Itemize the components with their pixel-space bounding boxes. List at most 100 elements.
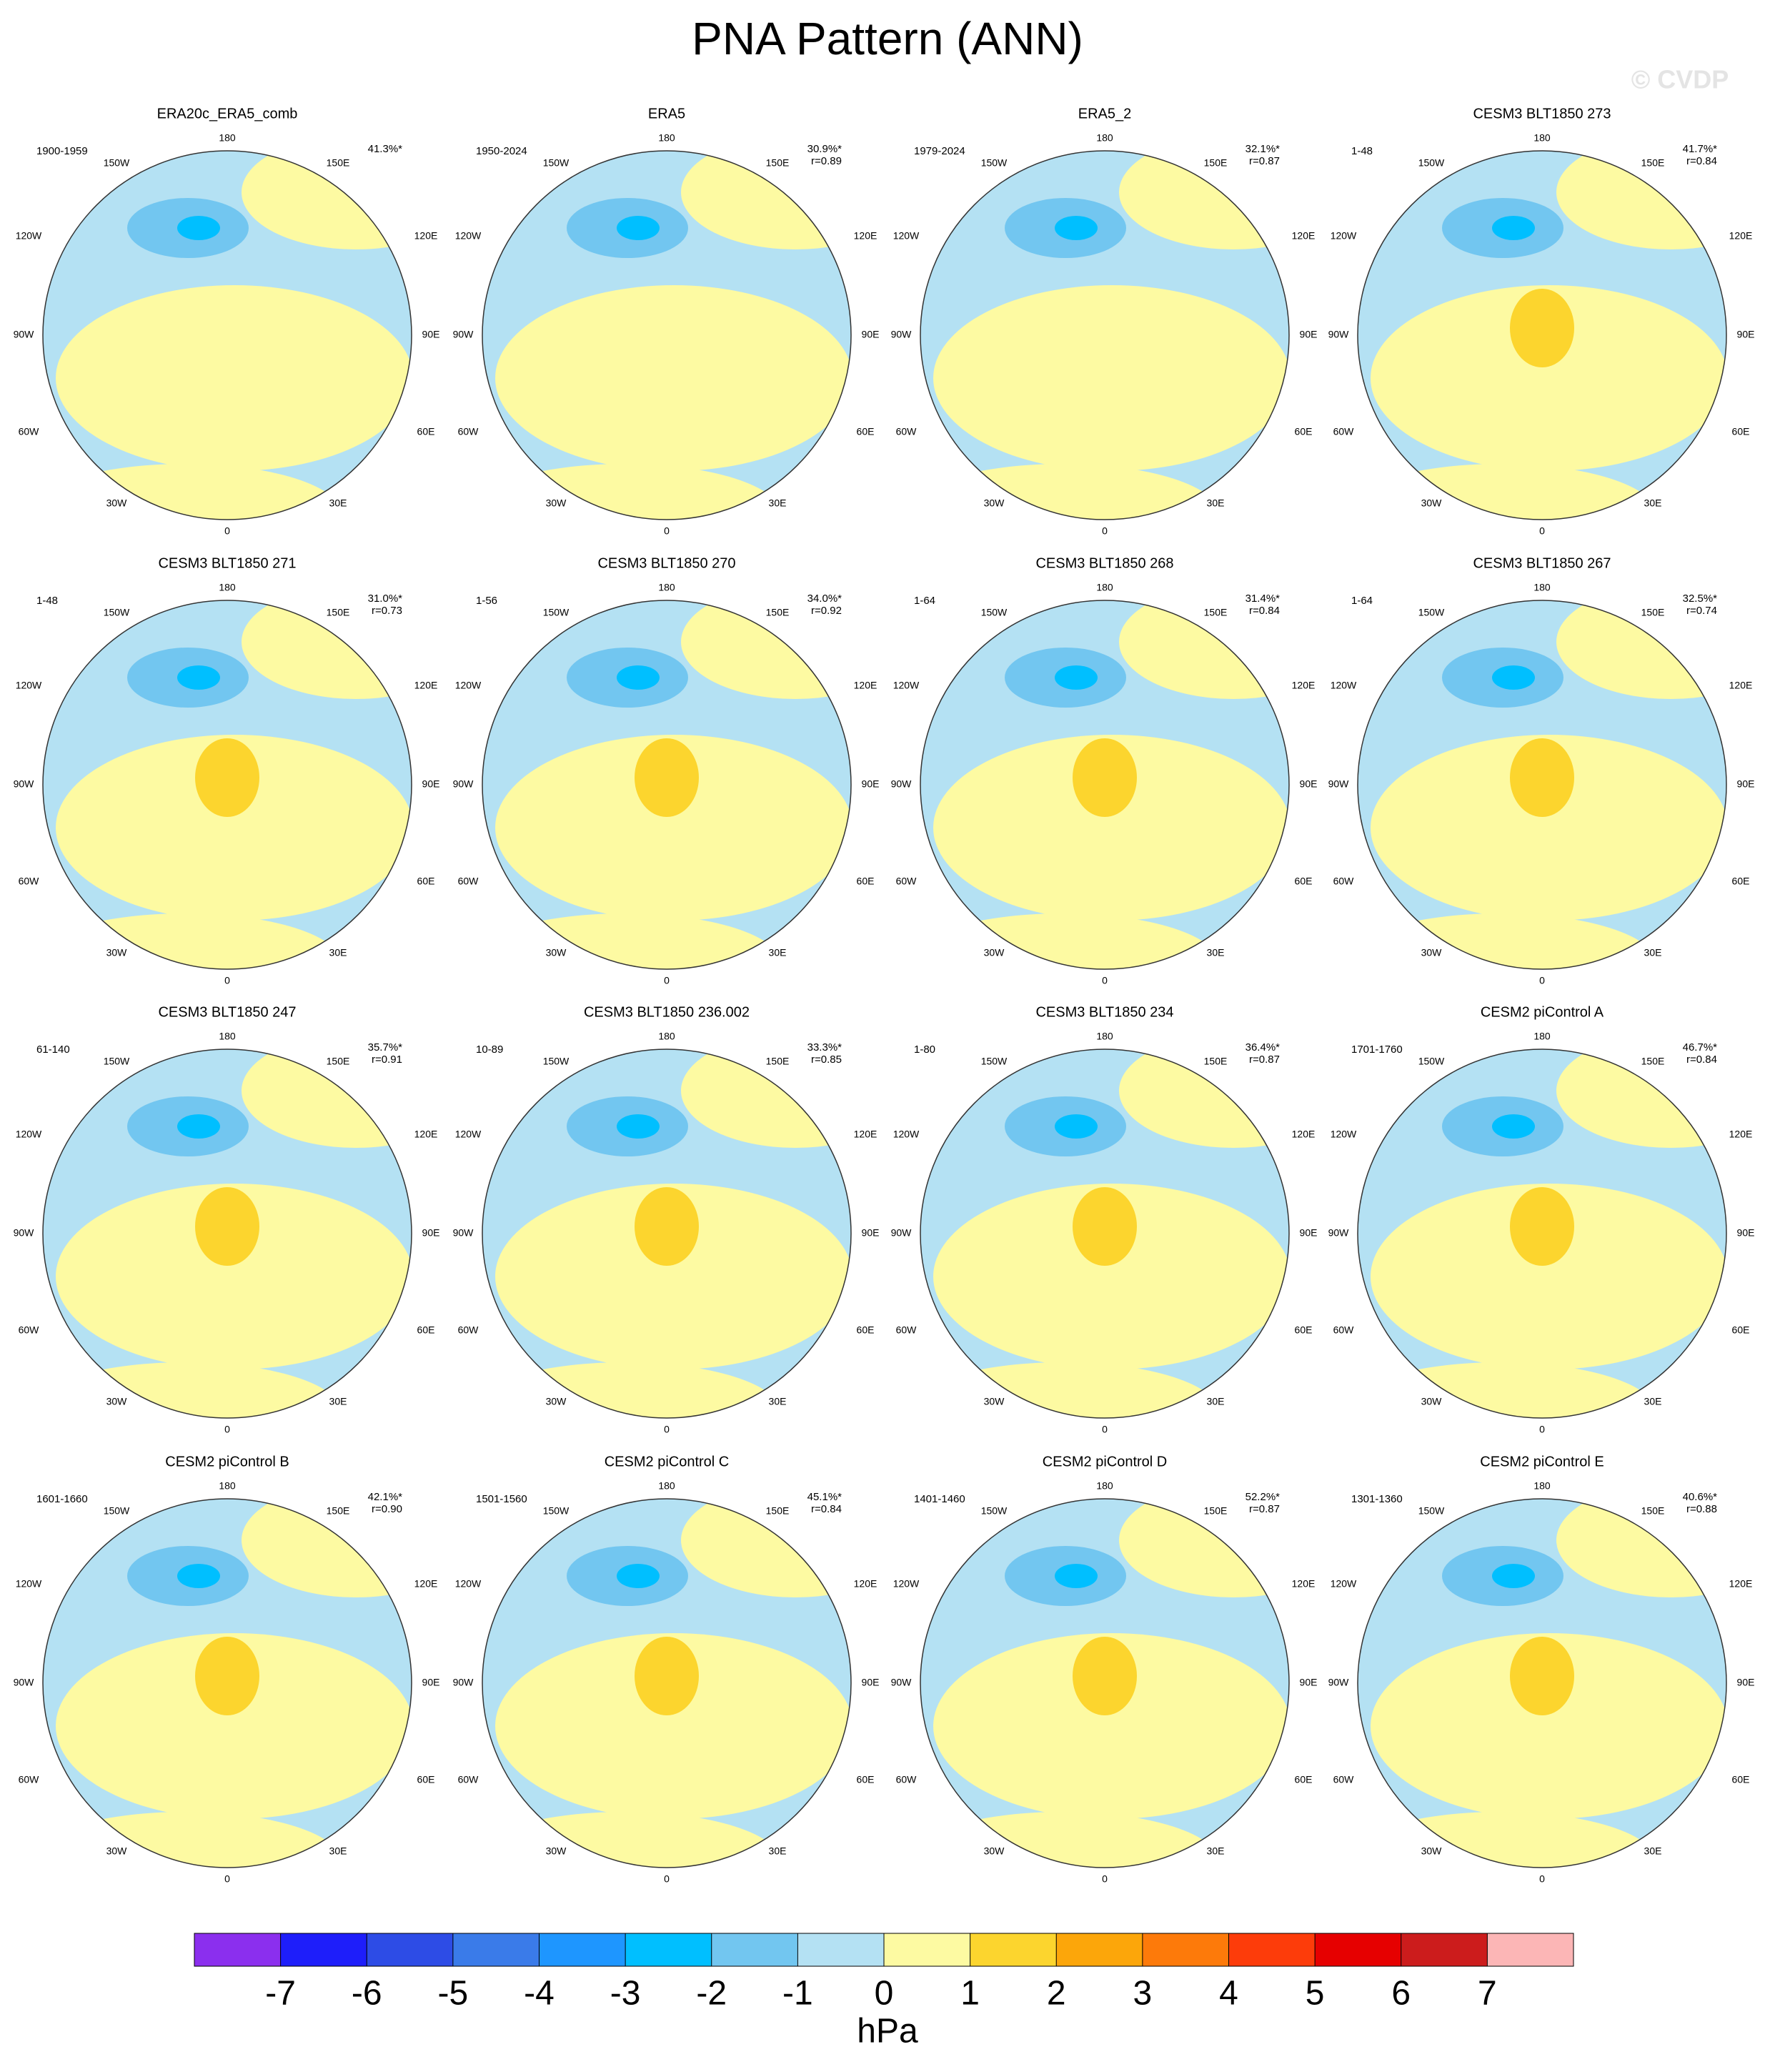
longitude-label: 30W <box>1421 497 1443 509</box>
positive-field <box>43 464 342 520</box>
longitude-label: 30E <box>1644 497 1662 509</box>
longitude-label: 150E <box>327 1505 350 1517</box>
longitude-label: 120E <box>1292 1129 1316 1140</box>
longitude-label: 120W <box>893 230 920 242</box>
positive-field <box>1358 1362 1656 1418</box>
longitude-label: 120E <box>1729 230 1753 242</box>
colorbar-box <box>1056 1933 1143 1966</box>
longitude-label: 60W <box>458 876 479 887</box>
longitude-label: 150W <box>104 607 130 618</box>
longitude-label: 0 <box>664 525 670 537</box>
longitude-label: 120W <box>16 1578 42 1590</box>
positive-core <box>1073 1637 1137 1715</box>
colorbar-label: 0 <box>875 1975 894 2013</box>
longitude-label: 120W <box>1331 1129 1357 1140</box>
positive-field <box>495 735 851 921</box>
longitude-label: 60E <box>1732 426 1750 437</box>
longitude-label: 120W <box>1331 680 1357 691</box>
longitude-label: 150E <box>1204 157 1228 169</box>
positive-field <box>482 1812 781 1868</box>
variance-pct: 33.3%* <box>807 1041 842 1054</box>
pattern-corr: r=0.73 <box>372 605 402 617</box>
longitude-label: 180 <box>658 582 675 593</box>
colorbar-box <box>1228 1933 1316 1966</box>
negative-core <box>177 1114 220 1139</box>
positive-core <box>195 1187 259 1266</box>
longitude-label: 30E <box>769 1845 787 1857</box>
longitude-label: 60E <box>417 1324 435 1336</box>
longitude-label: 150W <box>981 607 1008 618</box>
map-panel: CESM3 BLT1850 236.002 10-89 33.3%*r=0.85 18… <box>453 1004 880 1435</box>
longitude-label: 0 <box>224 1873 230 1885</box>
figure-title: PNA Pattern (ANN) <box>692 13 1083 64</box>
longitude-label: 120W <box>1331 230 1357 242</box>
longitude-label: 150W <box>981 1056 1008 1067</box>
map <box>43 600 412 969</box>
pattern-corr: r=0.84 <box>1686 155 1717 167</box>
longitude-label: 150W <box>543 1505 570 1517</box>
longitude-label: 60W <box>1333 876 1355 887</box>
longitude-label: 180 <box>1096 1031 1113 1042</box>
longitude-label: 120W <box>455 680 482 691</box>
positive-field <box>920 464 1219 520</box>
positive-field <box>933 1184 1289 1369</box>
colorbar-box <box>1401 1933 1488 1966</box>
variance-pct: 32.5%* <box>1683 593 1718 605</box>
negative-core <box>617 1564 660 1588</box>
positive-field <box>920 913 1219 969</box>
colorbar-box <box>970 1933 1057 1966</box>
pattern-corr: r=0.90 <box>372 1503 402 1515</box>
map-panel: CESM3 BLT1850 247 61-140 35.7%*r=0.91 180 15… <box>14 1004 440 1434</box>
map <box>920 151 1289 520</box>
longitude-label: 60E <box>1732 876 1750 887</box>
longitude-label: 150W <box>104 1505 130 1517</box>
colorbar-label: -2 <box>696 1975 727 2013</box>
positive-core <box>195 1637 259 1715</box>
longitude-label: 150W <box>543 607 570 618</box>
longitude-label: 60W <box>458 1324 479 1336</box>
map-border <box>920 1498 1290 1868</box>
longitude-label: 60E <box>857 1774 875 1785</box>
negative-core <box>1055 1114 1098 1139</box>
longitude-label: 90E <box>1300 1227 1318 1239</box>
period: 1701-1760 <box>1351 1044 1403 1056</box>
colorbar-label: 1 <box>960 1975 980 2013</box>
longitude-label: 90E <box>1300 778 1318 790</box>
longitude-label: 0 <box>664 1424 670 1435</box>
longitude-label: 150W <box>981 157 1008 169</box>
longitude-label: 30W <box>106 947 128 958</box>
map <box>43 1049 412 1418</box>
pattern-corr: r=0.84 <box>1249 605 1280 617</box>
longitude-label: 30E <box>1207 1396 1225 1407</box>
longitude-label: 120E <box>854 230 877 242</box>
variance-pct: 40.6%* <box>1683 1491 1718 1503</box>
longitude-label: 60W <box>458 1774 479 1785</box>
period: 1401-1460 <box>914 1493 965 1505</box>
longitude-label: 60E <box>857 1324 875 1336</box>
variance-pct: 36.4%* <box>1246 1041 1281 1054</box>
longitude-label: 60W <box>19 1324 40 1336</box>
longitude-label: 90E <box>1300 1677 1318 1688</box>
longitude-label: 150W <box>104 1056 130 1067</box>
longitude-label: 30W <box>106 497 128 509</box>
map-panel: CESM3 BLT1850 267 1-64 32.5%*r=0.74 180 150W… <box>1328 555 1755 986</box>
pattern-corr: r=0.87 <box>1249 1503 1280 1515</box>
longitude-label: 150E <box>1204 607 1228 618</box>
longitude-label: 180 <box>658 132 675 144</box>
longitude-label: 90W <box>891 329 913 340</box>
longitude-label: 150W <box>1418 1505 1445 1517</box>
longitude-label: 30W <box>1421 947 1443 958</box>
positive-field <box>482 913 781 969</box>
longitude-label: 120W <box>455 1129 482 1140</box>
panel-title: CESM2 piControl D <box>1043 1454 1168 1469</box>
longitude-label: 180 <box>219 582 236 593</box>
longitude-label: 150E <box>766 607 790 618</box>
pattern-corr: r=0.85 <box>811 1054 842 1066</box>
colorbar-label: -6 <box>352 1975 382 2013</box>
colorbar-box <box>280 1933 367 1966</box>
longitude-label: 60W <box>1333 1324 1355 1336</box>
longitude-label: 120E <box>1729 1578 1753 1590</box>
colorbar-box <box>452 1933 540 1966</box>
longitude-label: 120W <box>1331 1578 1357 1590</box>
colorbar-box <box>884 1933 970 1966</box>
